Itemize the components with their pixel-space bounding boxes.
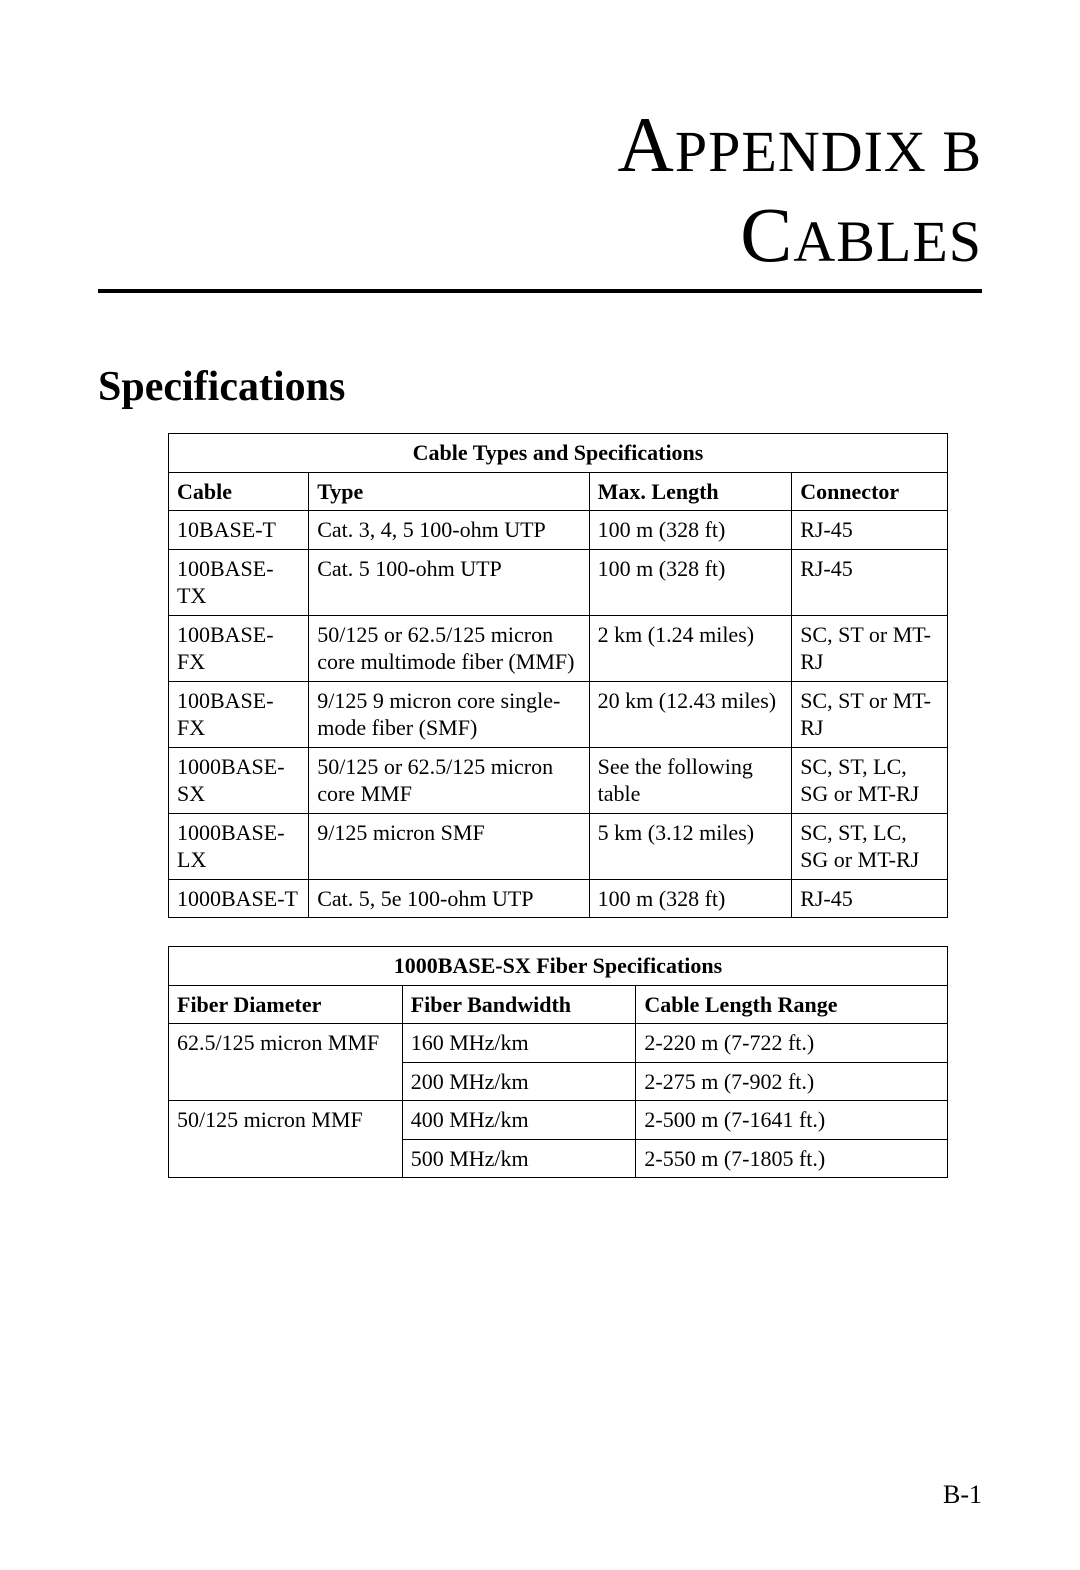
table-row: 1000BASE-LX9/125 micron SMF5 km (3.12 mi… [169, 813, 948, 879]
table-row: 50/125 micron MMF400 MHz/km2-500 m (7-16… [169, 1101, 948, 1140]
table-cell: 50/125 or 62.5/125 micron core MMF [309, 747, 589, 813]
table-cell: SC, ST, LC, SG or MT-RJ [792, 813, 948, 879]
table-row: 10BASE-TCat. 3, 4, 5 100-ohm UTP100 m (3… [169, 511, 948, 550]
title-line-2: CABLES [98, 190, 982, 280]
table-cell: RJ-45 [792, 511, 948, 550]
table-cell: 1000BASE-T [169, 879, 309, 918]
table-cell: 2-275 m (7-902 ft.) [636, 1062, 948, 1101]
table-cell: 100BASE-FX [169, 615, 309, 681]
page-number: B-1 [943, 1480, 982, 1510]
table-cell: 2-550 m (7-1805 ft.) [636, 1139, 948, 1178]
title-rule [98, 289, 982, 293]
table-cell: 5 km (3.12 miles) [589, 813, 792, 879]
table-row: 100BASE-FX50/125 or 62.5/125 micron core… [169, 615, 948, 681]
table-cell: 2-500 m (7-1641 ft.) [636, 1101, 948, 1140]
table-cell: 2 km (1.24 miles) [589, 615, 792, 681]
table-2-column-header: Fiber Bandwidth [402, 985, 636, 1024]
table-row: 1000BASE-SX50/125 or 62.5/125 micron cor… [169, 747, 948, 813]
table-cell: 20 km (12.43 miles) [589, 681, 792, 747]
table-cell: RJ-45 [792, 879, 948, 918]
table-cell: Cat. 5, 5e 100-ohm UTP [309, 879, 589, 918]
table-cell: 500 MHz/km [402, 1139, 636, 1178]
table-2-title: 1000BASE-SX Fiber Specifications [169, 947, 948, 986]
table-1-wrap: Cable Types and Specifications CableType… [168, 433, 948, 918]
table-cell: 50/125 or 62.5/125 micron core multimode… [309, 615, 589, 681]
title-line-1-cap: A [618, 101, 675, 188]
section-heading: Specifications [98, 363, 982, 411]
table-cell: 10BASE-T [169, 511, 309, 550]
table-cell: SC, ST or MT-RJ [792, 615, 948, 681]
table-cell: 2-220 m (7-722 ft.) [636, 1024, 948, 1063]
table-cell: 200 MHz/km [402, 1062, 636, 1101]
table-1-column-header: Type [309, 472, 589, 511]
title-line-1-rest: PPENDIX [675, 119, 927, 184]
table-2-wrap: 1000BASE-SX Fiber Specifications Fiber D… [168, 946, 948, 1178]
table-cell: 160 MHz/km [402, 1024, 636, 1063]
cable-types-table: Cable Types and Specifications CableType… [168, 433, 948, 918]
fiber-spec-table: 1000BASE-SX Fiber Specifications Fiber D… [168, 946, 948, 1178]
table-cell: 1000BASE-LX [169, 813, 309, 879]
table-row: 1000BASE-TCat. 5, 5e 100-ohm UTP100 m (3… [169, 879, 948, 918]
table-2-column-header: Fiber Diameter [169, 985, 403, 1024]
table-cell: 100 m (328 ft) [589, 879, 792, 918]
title-line-1-tail: B [927, 119, 982, 184]
appendix-title-block: APPENDIX B CABLES [98, 100, 982, 279]
table-cell: RJ-45 [792, 549, 948, 615]
table-cell: 100 m (328 ft) [589, 549, 792, 615]
table-cell: SC, ST or MT-RJ [792, 681, 948, 747]
title-line-1: APPENDIX B [98, 100, 982, 190]
table-1-column-header: Cable [169, 472, 309, 511]
title-line-2-rest: ABLES [793, 209, 982, 274]
table-cell: 50/125 micron MMF [169, 1101, 403, 1178]
table-1-title: Cable Types and Specifications [169, 434, 948, 473]
table-cell: 9/125 micron SMF [309, 813, 589, 879]
table-1-column-header: Max. Length [589, 472, 792, 511]
table-cell: 9/125 9 micron core single-mode fiber (S… [309, 681, 589, 747]
table-cell: 100BASE-TX [169, 549, 309, 615]
table-cell: 100 m (328 ft) [589, 511, 792, 550]
table-row: 62.5/125 micron MMF160 MHz/km2-220 m (7-… [169, 1024, 948, 1063]
table-cell: 1000BASE-SX [169, 747, 309, 813]
table-row: 100BASE-FX9/125 9 micron core single-mod… [169, 681, 948, 747]
table-1-column-header: Connector [792, 472, 948, 511]
table-2-column-header: Cable Length Range [636, 985, 948, 1024]
table-cell: 400 MHz/km [402, 1101, 636, 1140]
table-cell: 62.5/125 micron MMF [169, 1024, 403, 1101]
table-cell: Cat. 3, 4, 5 100-ohm UTP [309, 511, 589, 550]
table-cell: 100BASE-FX [169, 681, 309, 747]
table-cell: SC, ST, LC, SG or MT-RJ [792, 747, 948, 813]
table-row: 100BASE-TXCat. 5 100-ohm UTP100 m (328 f… [169, 549, 948, 615]
table-cell: Cat. 5 100-ohm UTP [309, 549, 589, 615]
table-cell: See the following table [589, 747, 792, 813]
title-line-2-cap: C [740, 191, 793, 278]
